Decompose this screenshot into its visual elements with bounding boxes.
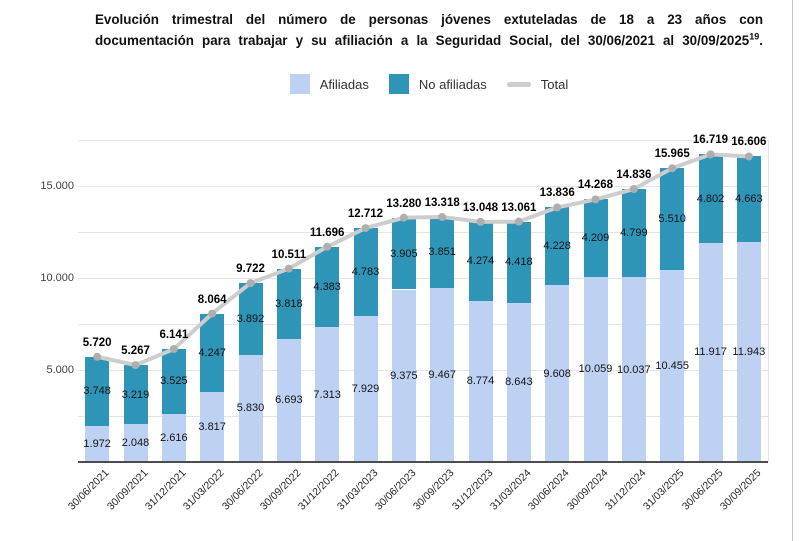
value-label-no-afiliadas: 3.748 — [83, 385, 111, 398]
value-label-no-afiliadas: 3.525 — [160, 375, 188, 388]
chart-title-period: . — [759, 33, 763, 48]
chart-title-line2: documentación para trabajar y su afiliac… — [95, 30, 763, 51]
value-label-no-afiliadas: 4.802 — [696, 192, 725, 205]
total-label: 13.280 — [386, 197, 422, 210]
value-label-afiliadas: 10.059 — [578, 363, 613, 376]
plot-right-edge — [768, 140, 769, 462]
y-axis-tick-label: 10.000 — [40, 272, 74, 284]
gridline — [78, 370, 768, 371]
total-label: 13.318 — [424, 196, 460, 209]
total-label: 16.719 — [692, 134, 729, 147]
page-right-border — [792, 0, 793, 541]
value-label-afiliadas: 2.616 — [160, 431, 188, 444]
value-label-afiliadas: 7.313 — [313, 388, 341, 401]
value-label-no-afiliadas: 3.905 — [390, 247, 418, 260]
value-label-no-afiliadas: 3.892 — [236, 312, 265, 325]
legend-swatch-afiliadas — [289, 74, 310, 94]
value-label-afiliadas: 2.048 — [121, 437, 150, 450]
value-label-afiliadas: 5.830 — [236, 402, 265, 415]
legend-item-total: Total — [506, 76, 569, 92]
value-label-no-afiliadas: 3.818 — [275, 297, 303, 310]
total-label: 10.511 — [271, 248, 307, 261]
value-label-no-afiliadas: 4.663 — [735, 193, 763, 206]
bar-segment-afiliadas — [161, 413, 186, 462]
chart-title: Evolución trimestral del número de perso… — [95, 9, 763, 51]
legend-label-no-afiliadas: No afiliadas — [418, 76, 487, 92]
chart-legend: Afiliadas No afiliadas Total — [0, 74, 800, 94]
legend-swatch-no-afiliadas — [388, 74, 409, 94]
total-label: 9.722 — [236, 263, 265, 276]
value-label-no-afiliadas: 4.209 — [581, 232, 610, 245]
value-label-no-afiliadas: 4.799 — [620, 227, 648, 240]
value-label-afiliadas: 3.817 — [198, 420, 226, 433]
value-label-afiliadas: 11.943 — [732, 346, 766, 359]
total-label: 15.965 — [654, 148, 690, 161]
value-label-no-afiliadas: 4.228 — [543, 240, 571, 253]
value-label-afiliadas: 10.455 — [655, 359, 689, 372]
bar-segment-no-afiliadas — [123, 365, 148, 425]
value-label-afiliadas: 8.774 — [466, 375, 495, 388]
value-label-no-afiliadas: 3.219 — [121, 388, 150, 401]
value-label-afiliadas: 9.467 — [428, 368, 456, 381]
legend-item-afiliadas: Afiliadas — [289, 74, 369, 94]
value-label-no-afiliadas: 4.383 — [313, 281, 341, 294]
value-label-afiliadas: 8.643 — [505, 376, 533, 389]
total-label: 8.064 — [197, 293, 227, 306]
value-label-no-afiliadas: 3.851 — [428, 246, 456, 259]
value-label-afiliadas: 6.693 — [275, 394, 303, 407]
legend-item-no-afiliadas: No afiliadas — [388, 74, 487, 94]
legend-label-total: Total — [540, 76, 569, 92]
chart-title-line2-text: documentación para trabajar y su afiliac… — [95, 33, 750, 48]
legend-label-afiliadas: Afiliadas — [319, 76, 369, 92]
total-label: 5.267 — [121, 345, 150, 358]
chart-title-line1: Evolución trimestral del número de perso… — [95, 12, 763, 27]
value-label-no-afiliadas: 4.418 — [505, 256, 533, 269]
gridline — [78, 140, 768, 141]
total-label: 6.141 — [159, 329, 189, 341]
value-label-afiliadas: 10.037 — [617, 363, 651, 376]
value-label-afiliadas: 11.917 — [694, 346, 727, 359]
y-axis-tick-label: 5.000 — [46, 364, 74, 376]
x-axis-line — [78, 461, 768, 463]
value-label-no-afiliadas: 5.510 — [658, 212, 686, 225]
value-label-afiliadas: 1.972 — [83, 437, 111, 450]
value-label-no-afiliadas: 4.274 — [466, 255, 495, 268]
y-axis-tick-label: 15.000 — [40, 180, 74, 192]
chart-title-footnote-ref: 19 — [749, 31, 760, 42]
value-label-no-afiliadas: 4.247 — [198, 346, 226, 359]
gridline — [78, 416, 768, 417]
total-label: 11.696 — [309, 226, 345, 239]
total-label: 16.606 — [731, 136, 767, 149]
total-label: 13.048 — [462, 201, 499, 214]
value-label-afiliadas: 9.608 — [543, 367, 571, 380]
bar-segment-afiliadas — [238, 354, 263, 462]
value-label-afiliadas: 9.375 — [390, 369, 418, 382]
bar-segment-afiliadas — [85, 425, 110, 462]
value-label-afiliadas: 7.929 — [351, 383, 380, 396]
total-label: 13.836 — [539, 187, 575, 200]
bar-segment-no-afiliadas — [85, 356, 110, 426]
legend-line-total — [506, 81, 531, 87]
total-label: 14.836 — [616, 169, 652, 182]
bar-segment-afiliadas — [123, 424, 148, 462]
bar-segment-afiliadas — [200, 391, 225, 462]
total-label: 5.720 — [82, 336, 112, 349]
value-label-no-afiliadas: 4.783 — [351, 266, 380, 279]
total-label: 13.061 — [501, 201, 537, 214]
total-label: 14.268 — [577, 179, 614, 192]
total-label: 12.712 — [347, 208, 384, 221]
